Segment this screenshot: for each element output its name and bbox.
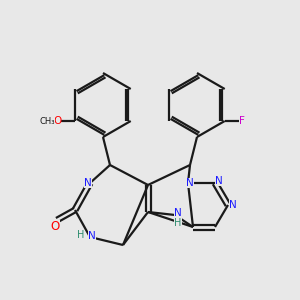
Text: N: N [88,231,96,241]
Text: F: F [239,116,245,126]
Text: H: H [174,218,182,228]
Text: N: N [215,176,223,186]
Text: N: N [84,178,92,188]
Text: N: N [174,208,182,218]
Text: N: N [229,200,237,210]
Text: O: O [50,220,60,232]
Text: N: N [186,178,194,188]
Text: CH₃: CH₃ [40,116,55,125]
Text: H: H [77,230,85,240]
Text: O: O [53,116,61,126]
